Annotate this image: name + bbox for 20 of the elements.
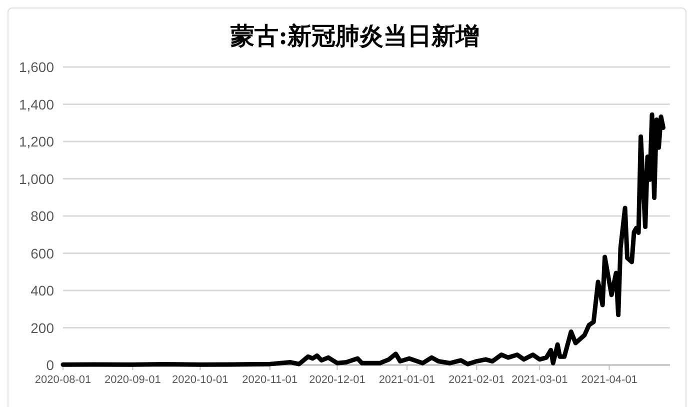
y-tick-label: 200	[30, 320, 54, 336]
x-tick-label: 2020-10-01	[172, 374, 228, 386]
y-tick-label: 1,200	[18, 134, 54, 150]
x-tick-label: 2021-01-01	[378, 374, 436, 386]
x-tick-label: 2020-11-01	[242, 374, 298, 386]
y-tick-label: 1,400	[18, 96, 54, 112]
y-tick-label: 1,000	[18, 170, 54, 187]
x-tick-label: 2021-02-01	[448, 374, 505, 386]
x-tick-label: 2020-12-01	[309, 374, 366, 386]
y-tick-label: 1,600	[18, 59, 54, 75]
line-series	[60, 112, 666, 367]
y-tick-label: 0	[46, 357, 54, 373]
y-tick-label: 400	[30, 282, 54, 298]
y-tick-label: 600	[30, 245, 54, 262]
x-tick-label: 2021-03-01	[511, 374, 568, 386]
chart-title: 蒙古:新冠肺炎当日新增	[230, 21, 480, 50]
x-tick-label: 2020-09-01	[104, 374, 161, 386]
x-tick-label: 2020-08-01	[34, 374, 92, 386]
x-tick-label: 2021-04-01	[581, 374, 638, 386]
y-tick-label: 800	[30, 208, 54, 224]
